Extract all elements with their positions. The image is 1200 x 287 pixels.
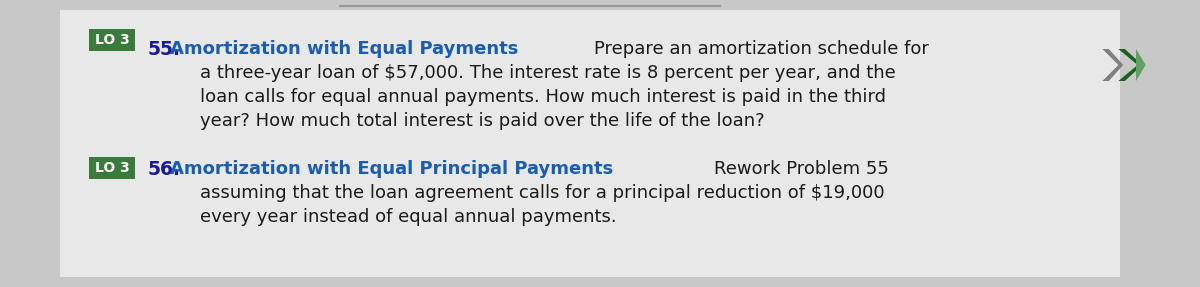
Text: Amortization with Equal Payments: Amortization with Equal Payments bbox=[170, 40, 518, 58]
Text: every year instead of equal annual payments.: every year instead of equal annual payme… bbox=[200, 208, 617, 226]
Text: Rework Problem 55: Rework Problem 55 bbox=[714, 160, 889, 178]
Text: 55.: 55. bbox=[148, 40, 181, 59]
FancyBboxPatch shape bbox=[89, 29, 134, 51]
Text: LO 3: LO 3 bbox=[95, 33, 130, 47]
Text: LO 3: LO 3 bbox=[95, 161, 130, 175]
FancyBboxPatch shape bbox=[60, 10, 1120, 277]
Text: loan calls for equal annual payments. How much interest is paid in the third: loan calls for equal annual payments. Ho… bbox=[200, 88, 886, 106]
Text: 56.: 56. bbox=[148, 160, 181, 179]
Polygon shape bbox=[1103, 49, 1123, 81]
Text: Amortization with Equal Principal Payments: Amortization with Equal Principal Paymen… bbox=[170, 160, 613, 178]
Polygon shape bbox=[1118, 49, 1142, 81]
Text: year? How much total interest is paid over the life of the loan?: year? How much total interest is paid ov… bbox=[200, 112, 764, 130]
Text: assuming that the loan agreement calls for a principal reduction of $19,000: assuming that the loan agreement calls f… bbox=[200, 184, 884, 202]
Polygon shape bbox=[1136, 49, 1146, 81]
Text: a three-year loan of $57,000. The interest rate is 8 percent per year, and the: a three-year loan of $57,000. The intere… bbox=[200, 64, 895, 82]
FancyBboxPatch shape bbox=[89, 157, 134, 179]
Text: Prepare an amortization schedule for: Prepare an amortization schedule for bbox=[594, 40, 929, 58]
